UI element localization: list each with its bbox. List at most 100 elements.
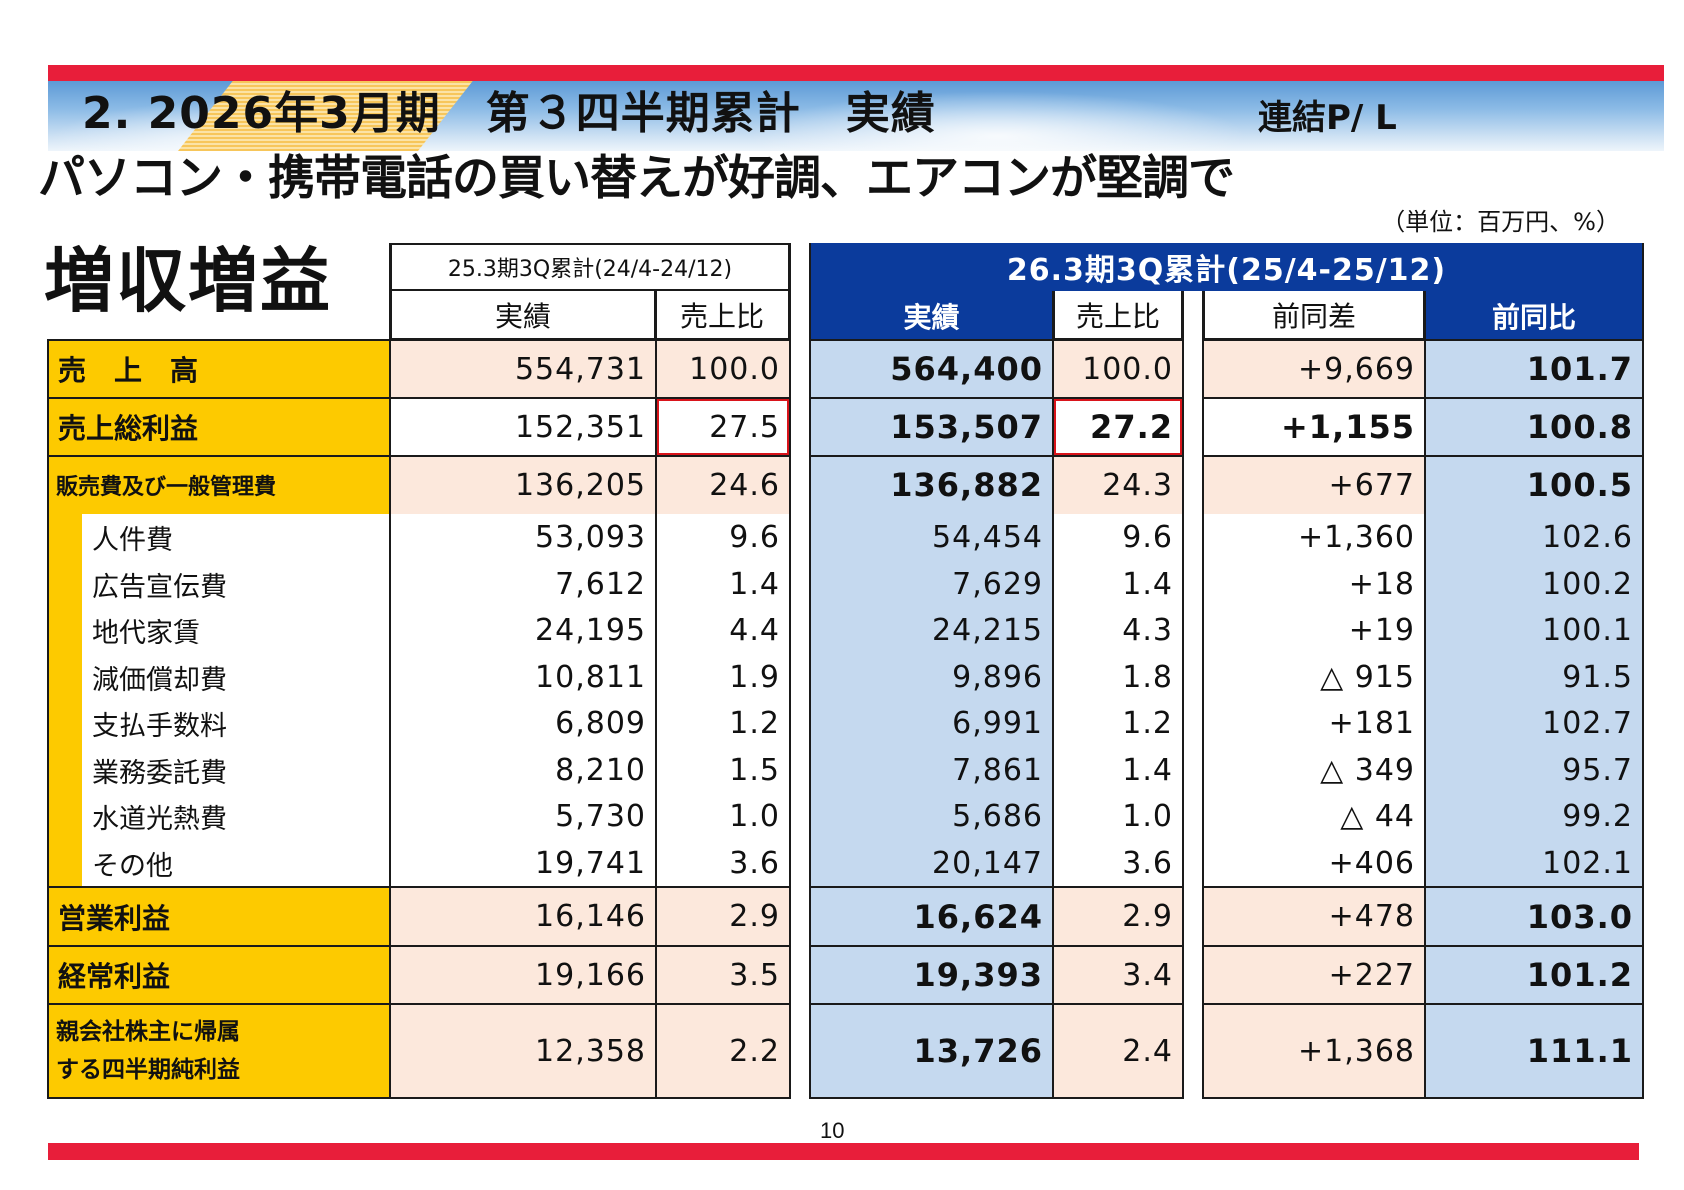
cell-prev-ratio: 1.4	[656, 561, 790, 607]
row-label-gross-profit: 売上総利益	[48, 398, 390, 456]
cell-curr-ratio: 4.3	[1053, 607, 1183, 654]
cell-prev-actual: 19,166	[390, 946, 656, 1004]
cell-yoy-ratio: 102.6	[1425, 514, 1643, 561]
row-divider	[810, 886, 1183, 888]
row-divider	[810, 1003, 1183, 1005]
cell-yoy-diff: +1,155	[1203, 398, 1425, 456]
row-label-rent: 地代家賃	[92, 618, 200, 649]
cell-curr-actual: 24,215	[810, 607, 1053, 654]
cell-curr-actual: 16,624	[810, 887, 1053, 946]
row-label-fees: 支払手数料	[92, 711, 227, 742]
cell-curr-actual: 5,686	[810, 793, 1053, 840]
statement-type-label: 連結P/ L	[1258, 98, 1397, 138]
col-divider	[1642, 243, 1644, 1099]
row-divider	[48, 1003, 790, 1005]
row-divider	[1203, 886, 1643, 888]
cell-yoy-diff: +677	[1203, 456, 1425, 514]
cell-yoy-diff: +18	[1203, 561, 1425, 607]
row-divider	[48, 945, 790, 947]
row-divider	[1203, 1097, 1643, 1099]
cell-prev-ratio: 9.6	[656, 514, 790, 561]
cell-prev-actual: 19,741	[390, 840, 656, 887]
col-divider	[809, 243, 811, 1099]
headline: 増収増益	[44, 240, 332, 322]
cell-curr-ratio: 1.4	[1053, 561, 1183, 607]
row-divider	[810, 339, 1183, 341]
cell-yoy-ratio: 102.7	[1425, 700, 1643, 747]
row-label-sales: 売 上 高	[48, 340, 390, 398]
cell-yoy-diff: +406	[1203, 840, 1425, 887]
cell-yoy-ratio: 100.5	[1425, 456, 1643, 514]
row-label-depreciation: 減価償却費	[92, 664, 227, 696]
cell-prev-ratio: 1.2	[656, 700, 790, 747]
row-divider	[810, 945, 1183, 947]
cell-prev-actual: 24,195	[390, 607, 656, 654]
cell-curr-actual: 54,454	[810, 514, 1053, 561]
col-divider	[789, 243, 791, 1099]
col-divider	[655, 291, 657, 1099]
cell-yoy-diff: +478	[1203, 887, 1425, 946]
title-banner	[48, 81, 1664, 151]
page-number: 10	[820, 1118, 845, 1143]
cell-yoy-diff: △ 349	[1203, 747, 1425, 793]
cell-yoy-diff: +227	[1203, 946, 1425, 1004]
row-label-ordinary-income: 経常利益	[48, 946, 390, 1004]
cell-curr-actual: 9,896	[810, 654, 1053, 700]
cell-prev-ratio: 4.4	[656, 607, 790, 654]
cell-curr-ratio: 3.4	[1053, 946, 1183, 1004]
cell-yoy-ratio: 102.1	[1425, 840, 1643, 887]
cell-curr-actual: 13,726	[810, 1004, 1053, 1098]
cell-curr-ratio: 2.9	[1053, 887, 1183, 946]
cell-curr-actual: 6,991	[810, 700, 1053, 747]
row-label-net-income: 親会社株主に帰属 する四半期純利益	[48, 1004, 390, 1098]
col-divider	[1424, 291, 1426, 1099]
cell-yoy-ratio: 91.5	[1425, 654, 1643, 700]
cell-yoy-diff: +1,368	[1203, 1004, 1425, 1098]
cell-prev-actual: 8,210	[390, 747, 656, 793]
row-label-utilities: 水道光熱費	[92, 804, 227, 835]
cell-prev-ratio: 2.2	[656, 1004, 790, 1098]
row-label-sga: 販売費及び一般管理費	[48, 456, 390, 514]
cell-prev-ratio: 2.9	[656, 887, 790, 946]
cell-curr-actual: 20,147	[810, 840, 1053, 887]
cell-prev-ratio: 100.0	[656, 340, 790, 398]
cell-prev-ratio: 24.6	[656, 456, 790, 514]
cell-curr-ratio: 1.8	[1053, 654, 1183, 700]
cell-yoy-ratio: 100.2	[1425, 561, 1643, 607]
row-label-outsourcing: 業務委託費	[92, 757, 227, 789]
cell-curr-ratio: 1.4	[1053, 747, 1183, 793]
cell-yoy-diff: +9,669	[1203, 340, 1425, 398]
cell-yoy-diff: +19	[1203, 607, 1425, 654]
cell-curr-actual: 153,507	[810, 398, 1053, 456]
row-divider	[1203, 455, 1643, 457]
row-divider	[48, 1097, 790, 1099]
cell-curr-actual: 136,882	[810, 456, 1053, 514]
cell-prev-ratio: 1.9	[656, 654, 790, 700]
cell-curr-actual: 564,400	[810, 340, 1053, 398]
cell-curr-ratio: 1.0	[1053, 793, 1183, 840]
cell-prev-actual: 7,612	[390, 561, 656, 607]
cell-prev-actual: 136,205	[390, 456, 656, 514]
cell-curr-actual: 7,861	[810, 747, 1053, 793]
row-divider	[48, 455, 790, 457]
cell-curr-actual: 7,629	[810, 561, 1053, 607]
col-divider	[1202, 291, 1204, 1099]
curr-period-header: 26.3期3Q累計(25/4-25/12)	[810, 243, 1643, 291]
column-gap	[1183, 291, 1203, 340]
row-label-advertising: 広告宣伝費	[92, 571, 227, 603]
col-header-yoy-diff: 前同差	[1203, 291, 1425, 340]
cell-prev-actual: 53,093	[390, 514, 656, 561]
cell-yoy-ratio: 99.2	[1425, 793, 1643, 840]
row-label-operating-income: 営業利益	[48, 887, 390, 946]
row-divider	[810, 1097, 1183, 1099]
row-divider	[1203, 339, 1643, 341]
cell-curr-actual: 19,393	[810, 946, 1053, 1004]
cell-curr-ratio: 9.6	[1053, 514, 1183, 561]
cell-curr-ratio-highlighted: 27.2	[1053, 398, 1183, 456]
row-label-other: その他	[92, 851, 173, 882]
row-divider	[48, 886, 790, 888]
sga-bracket	[48, 514, 82, 887]
cell-curr-ratio: 100.0	[1053, 340, 1183, 398]
col-divider	[1052, 291, 1054, 1099]
cell-yoy-diff: △ 915	[1203, 654, 1425, 700]
